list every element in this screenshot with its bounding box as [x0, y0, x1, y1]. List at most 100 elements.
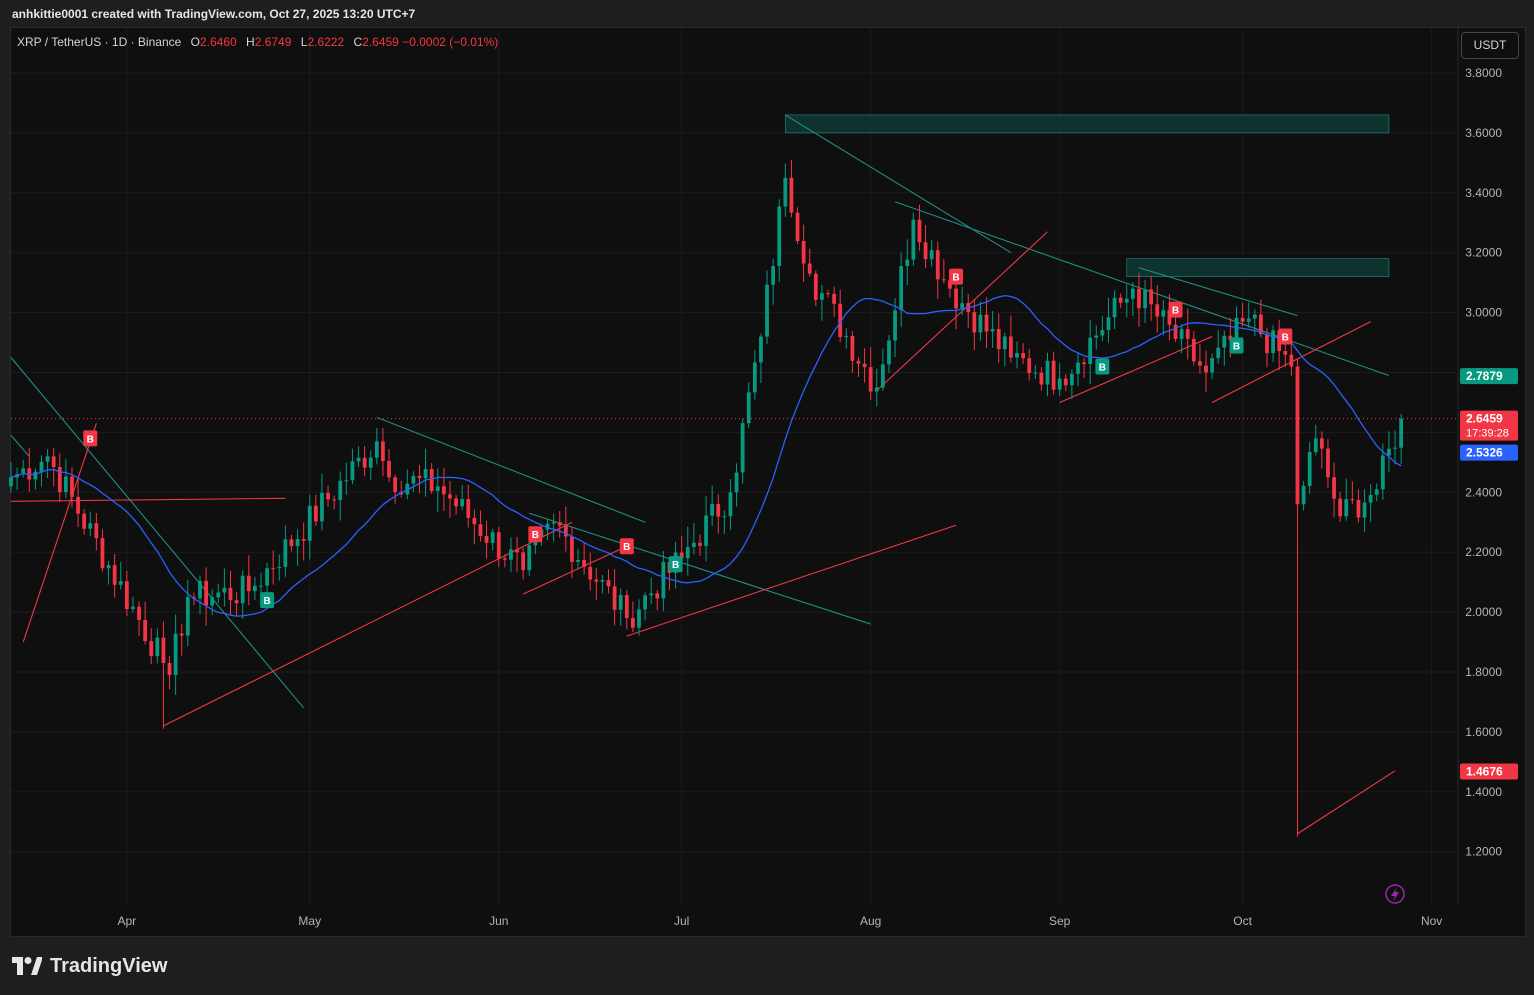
candle-body: [631, 618, 635, 628]
moving-average-line: [10, 294, 1402, 617]
price-label-badge: [1460, 410, 1518, 441]
candle-body: [1368, 494, 1373, 503]
candle-body: [496, 532, 501, 559]
candle-body: [1326, 448, 1330, 478]
signal-markers: B B B B B B B B B B: [83, 268, 1293, 609]
candle-body: [252, 585, 257, 592]
price-label-badge: [1460, 763, 1518, 780]
candle-body: [9, 477, 13, 487]
candle-body: [1350, 499, 1355, 501]
candle-body: [722, 516, 727, 518]
symbol-title: XRP / TetherUS · 1D · Binance: [17, 35, 182, 49]
candle-body: [1289, 354, 1294, 367]
candle-body: [350, 461, 355, 481]
candle-body: [1137, 288, 1141, 309]
candle-body: [51, 456, 56, 468]
candle-body: [393, 477, 398, 492]
candle-body: [21, 468, 26, 475]
candle-body: [228, 587, 233, 601]
candle-body: [192, 597, 196, 599]
candle-body: [1088, 337, 1093, 365]
candle-body: [1015, 352, 1019, 358]
candle-body: [1240, 317, 1245, 322]
candle-body: [161, 637, 166, 664]
signal-label: B: [1282, 333, 1289, 344]
candle-body: [271, 568, 276, 570]
candle-body: [685, 547, 690, 559]
candle-body: [1259, 314, 1263, 335]
trendline-red: [1059, 336, 1213, 403]
candle-body: [612, 586, 617, 610]
x-tick-label: Jul: [674, 914, 689, 928]
candle-body: [606, 580, 611, 587]
candle-body: [1252, 314, 1257, 319]
candle-body: [734, 472, 739, 493]
candle-body: [844, 335, 849, 338]
high-value: 2.6749: [254, 35, 292, 49]
signal-label: B: [672, 560, 679, 571]
candle-body: [1234, 317, 1239, 341]
countdown-text: 17:39:28: [1466, 428, 1509, 440]
candle-body: [246, 575, 251, 592]
candle-body: [295, 539, 300, 547]
currency-button[interactable]: USDT: [1461, 32, 1519, 59]
candle-body: [88, 523, 93, 529]
price-label-text: 2.5326: [1466, 446, 1503, 460]
candle-body: [984, 314, 989, 332]
candle-body: [771, 266, 776, 285]
candle-body: [1313, 438, 1318, 453]
candle-body: [850, 335, 855, 361]
candle-body: [710, 503, 715, 516]
symbol-legend: XRP / TetherUS · 1D · Binance O2.6460 H2…: [17, 35, 499, 49]
candle-body: [502, 558, 507, 560]
candle-body: [643, 595, 647, 610]
candle-body: [1173, 324, 1178, 339]
candle-body: [1295, 366, 1300, 505]
candle-body: [94, 523, 99, 539]
candle-body: [277, 566, 282, 569]
tradingview-logo-icon: [12, 957, 42, 975]
candle-body: [1319, 438, 1324, 449]
candle-body: [1210, 358, 1215, 373]
chart-area[interactable]: [10, 27, 1526, 937]
signal-label: B: [1233, 342, 1240, 353]
candle-body: [301, 539, 306, 541]
y-tick-label: 2.4000: [1465, 485, 1502, 499]
candle-body: [820, 293, 824, 300]
candle-body: [100, 538, 105, 569]
signal-label: B: [263, 596, 270, 607]
candle-body: [82, 513, 87, 529]
candle-body: [1344, 499, 1349, 517]
signal-badge: [1168, 301, 1183, 318]
candle-body: [149, 641, 154, 657]
candle-body: [929, 250, 934, 260]
candle-body: [1149, 289, 1154, 305]
candle-body: [466, 499, 471, 518]
candle-body: [283, 539, 288, 567]
candle-body: [960, 303, 965, 309]
trendline-teal: [785, 114, 1012, 254]
candle-body: [70, 476, 74, 497]
price-label-text: 2.7879: [1466, 369, 1503, 383]
candle-body: [1204, 365, 1208, 373]
price-label-badge: [1460, 444, 1518, 461]
candle-body: [222, 587, 227, 593]
candle-body: [118, 581, 123, 585]
candle-body: [417, 475, 422, 479]
lightning-icon[interactable]: [1385, 884, 1405, 904]
candle-body: [143, 619, 148, 642]
candle-body: [344, 480, 349, 482]
candle-body: [978, 314, 983, 333]
supply-zone: [785, 114, 1390, 134]
candle-body: [442, 486, 446, 495]
candle-body: [484, 536, 489, 543]
candle-body: [588, 566, 593, 580]
candle-body: [637, 609, 641, 628]
candle-body: [1076, 362, 1080, 374]
candle-body: [1161, 310, 1166, 317]
candle-body: [112, 565, 117, 585]
candle-body: [935, 250, 940, 280]
candle-body: [691, 542, 696, 548]
supply-zones: [785, 114, 1390, 277]
